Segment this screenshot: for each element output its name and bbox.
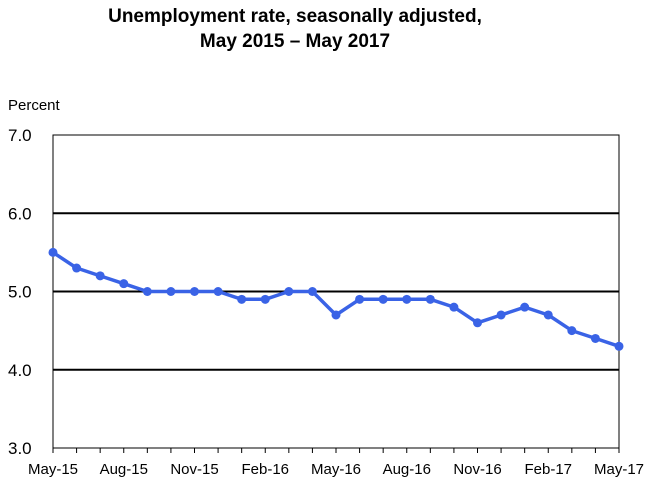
y-tick-label: 4.0 xyxy=(8,361,32,380)
data-point xyxy=(543,310,553,320)
data-point xyxy=(119,279,129,289)
axes xyxy=(52,134,620,453)
chart-title: Unemployment rate, seasonally adjusted, … xyxy=(0,4,590,54)
data-point xyxy=(590,333,600,343)
x-tick-label: May-17 xyxy=(594,461,644,478)
data-point xyxy=(213,287,223,296)
x-tick-label: May-15 xyxy=(28,461,78,478)
chart-title-line-1: Unemployment rate, seasonally adjusted, xyxy=(108,6,482,27)
data-point xyxy=(614,341,624,351)
x-tick-label: Nov-16 xyxy=(453,461,501,478)
data-point xyxy=(284,287,294,296)
data-point xyxy=(402,294,412,304)
gridlines xyxy=(53,212,619,371)
data-point xyxy=(496,310,506,320)
y-tick-label: 5.0 xyxy=(8,283,32,302)
data-point xyxy=(520,302,530,312)
data-point xyxy=(166,287,176,296)
data-point xyxy=(48,247,58,257)
data-point xyxy=(260,294,270,304)
data-point xyxy=(331,310,341,320)
y-tick-label: 7.0 xyxy=(8,126,32,145)
x-tick-label: Feb-17 xyxy=(524,461,572,478)
data-point xyxy=(95,271,105,281)
data-point xyxy=(355,294,365,304)
x-tick-label: Nov-15 xyxy=(170,461,218,478)
y-axis-label: Percent xyxy=(8,97,61,114)
data-point xyxy=(72,263,82,273)
x-tick-label: Feb-16 xyxy=(241,461,289,478)
series-line xyxy=(51,250,621,349)
data-point xyxy=(307,287,317,296)
data-point xyxy=(237,294,247,304)
labels: 3.0 4.0 5.0 6.0 7.0 May-15 Aug-15 Nov-15 Feb-16 M… xyxy=(8,126,644,478)
data-point xyxy=(378,294,388,304)
y-tick-label: 6.0 xyxy=(8,204,32,223)
data-point xyxy=(190,287,199,296)
data-point xyxy=(425,294,435,304)
data-point xyxy=(449,302,459,312)
chart-title-line-2: May 2015 – May 2017 xyxy=(199,31,391,52)
data-point xyxy=(473,318,482,328)
x-tick-label: May-16 xyxy=(311,461,361,478)
data-point xyxy=(567,326,577,336)
y-tick-label: 3.0 xyxy=(8,439,32,458)
data-point xyxy=(142,287,152,296)
series xyxy=(48,247,624,351)
x-tick-label: Aug-15 xyxy=(100,461,148,478)
x-tick-label: Aug-16 xyxy=(383,461,431,478)
